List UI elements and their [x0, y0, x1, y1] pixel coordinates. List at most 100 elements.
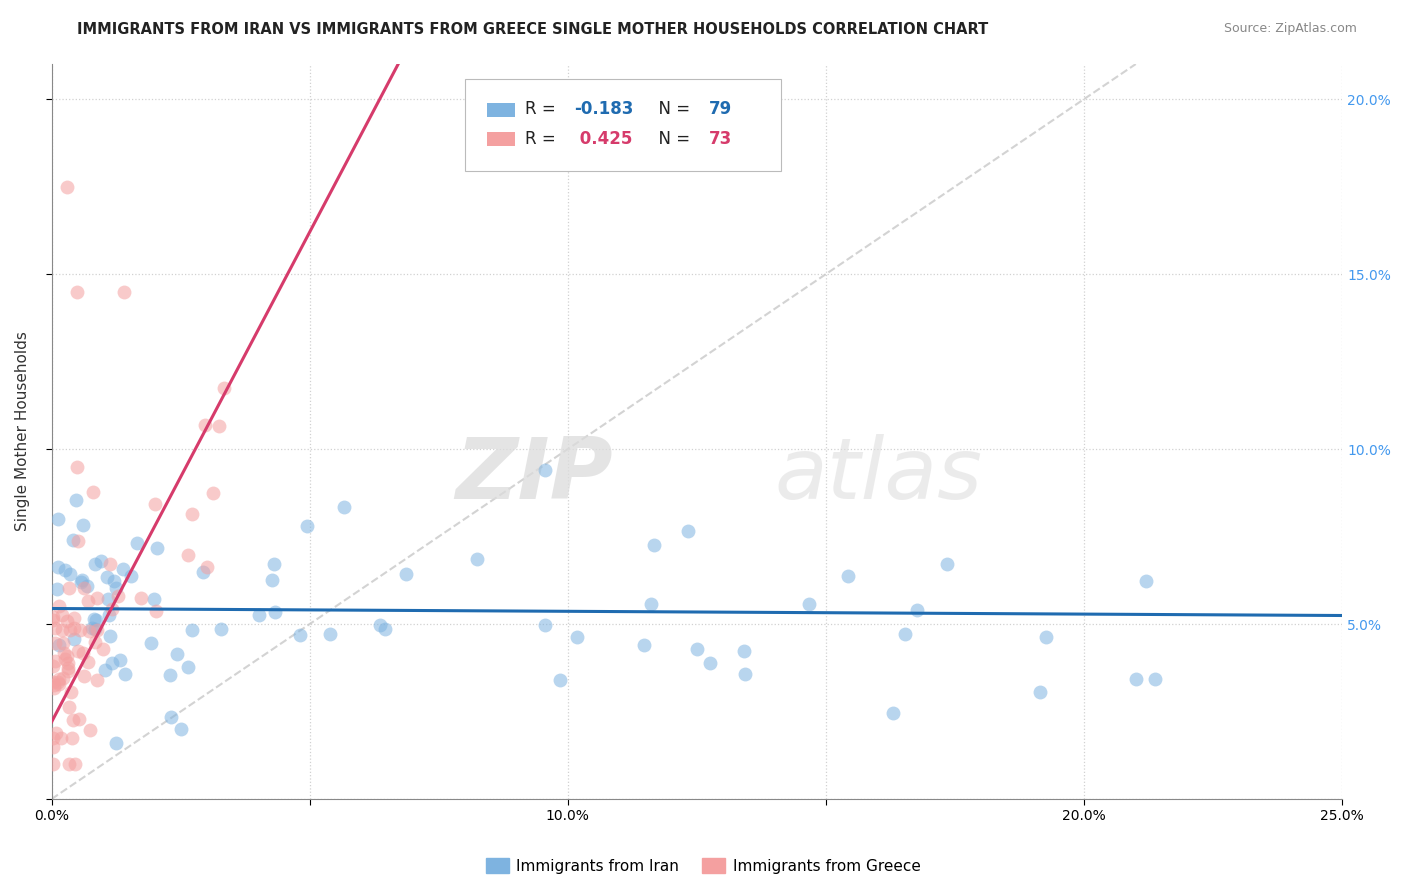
Point: [567, 630, 589, 644]
Point: [534, 618, 557, 632]
Point: [191, 565, 214, 579]
Point: [56, 661, 79, 675]
Point: [1135, 574, 1157, 588]
Point: [160, 709, 183, 723]
Point: [48, 512, 70, 526]
Point: [936, 558, 959, 572]
Point: [56, 179, 79, 194]
Point: [97, 607, 120, 622]
Point: [97, 592, 120, 607]
Point: [93, 642, 115, 657]
Point: [56, 664, 79, 678]
Point: [41, 609, 63, 624]
Point: [77, 624, 100, 639]
Point: [797, 598, 820, 612]
Point: [59, 567, 82, 582]
Text: N =: N =: [648, 130, 695, 148]
Point: [83, 634, 105, 648]
Point: [104, 581, 127, 595]
Point: [110, 652, 132, 666]
Point: [90, 554, 112, 568]
Point: [51, 608, 73, 623]
Text: ZIP: ZIP: [456, 434, 613, 517]
Point: [145, 497, 167, 511]
Point: [1035, 630, 1057, 644]
Point: [734, 667, 756, 681]
Text: 73: 73: [709, 130, 731, 148]
Point: [66, 644, 89, 658]
Point: [176, 549, 198, 563]
Point: [66, 459, 89, 474]
Point: [214, 381, 236, 395]
Point: [62, 611, 84, 625]
Point: [59, 684, 82, 698]
Text: 0.425: 0.425: [574, 130, 633, 148]
Point: [94, 664, 117, 678]
Point: [534, 463, 557, 477]
Point: [686, 642, 709, 657]
Bar: [486, 103, 515, 117]
Point: [48, 672, 70, 686]
Point: [120, 569, 142, 583]
Text: R =: R =: [526, 130, 561, 148]
Point: [42, 613, 65, 627]
Point: [48, 638, 70, 652]
Point: [58, 757, 80, 772]
Point: [107, 589, 129, 603]
Point: [194, 417, 217, 432]
Point: [84, 614, 107, 628]
Point: [42, 658, 65, 673]
Point: [894, 627, 917, 641]
Point: [125, 536, 148, 550]
Point: [69, 574, 91, 589]
Point: [65, 492, 87, 507]
Point: [633, 638, 655, 652]
Point: [96, 570, 118, 584]
Point: [100, 602, 122, 616]
Point: [882, 706, 904, 720]
Point: [83, 612, 105, 626]
Point: [66, 285, 89, 299]
Point: [181, 624, 204, 638]
Point: [319, 627, 342, 641]
Point: [41, 757, 63, 772]
Point: [73, 669, 96, 683]
Point: [905, 603, 928, 617]
Point: [169, 722, 191, 736]
Legend: Immigrants from Iran, Immigrants from Greece: Immigrants from Iran, Immigrants from Gr…: [479, 852, 927, 880]
Point: [63, 757, 86, 772]
Point: [129, 591, 152, 606]
Point: [643, 538, 665, 552]
Point: [72, 582, 94, 596]
Point: [51, 623, 73, 637]
Point: [201, 485, 224, 500]
Point: [143, 592, 166, 607]
Point: [48, 599, 70, 614]
Text: IMMIGRANTS FROM IRAN VS IMMIGRANTS FROM GREECE SINGLE MOTHER HOUSEHOLDS CORRELAT: IMMIGRANTS FROM IRAN VS IMMIGRANTS FROM …: [77, 22, 988, 37]
Text: 79: 79: [709, 101, 731, 119]
Point: [264, 605, 287, 619]
Point: [48, 676, 70, 690]
Point: [52, 646, 75, 660]
Point: [70, 574, 93, 588]
Point: [44, 636, 66, 650]
Point: [83, 622, 105, 636]
Point: [260, 574, 283, 588]
Point: [112, 561, 135, 575]
Point: [45, 725, 67, 739]
Point: [395, 566, 418, 581]
Point: [114, 667, 136, 681]
Text: N =: N =: [648, 101, 695, 119]
Point: [247, 607, 270, 622]
Point: [62, 621, 84, 635]
Point: [733, 643, 755, 657]
Point: [83, 558, 105, 572]
Point: [41, 674, 63, 689]
Point: [290, 628, 312, 642]
Point: [59, 623, 82, 637]
Point: [62, 533, 84, 547]
Point: [159, 667, 181, 681]
Point: [640, 597, 662, 611]
Point: [374, 623, 396, 637]
Point: [548, 673, 571, 687]
